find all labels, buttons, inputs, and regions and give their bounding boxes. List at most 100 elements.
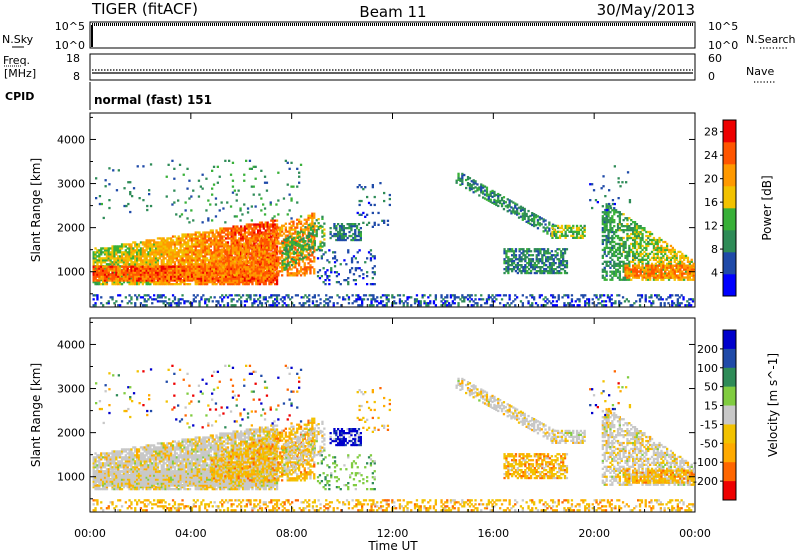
power-cell	[347, 281, 350, 284]
power-cell	[236, 277, 239, 280]
power-cell	[254, 262, 257, 265]
power-cell	[282, 242, 286, 245]
power-cell	[333, 261, 337, 264]
power-cell	[270, 277, 273, 280]
power-cell	[175, 237, 178, 240]
power-cell	[188, 263, 192, 266]
power-cell	[96, 267, 99, 270]
power-cell	[252, 238, 255, 241]
power-cell	[533, 250, 536, 253]
power-cell	[333, 257, 337, 260]
power-cell	[213, 251, 216, 254]
power-cell	[350, 227, 353, 230]
power-cell	[613, 211, 616, 214]
power-cell	[306, 248, 309, 251]
power-cell	[603, 266, 606, 269]
power-cell	[319, 226, 322, 230]
power-cell	[92, 265, 95, 268]
power-cell	[137, 249, 141, 252]
power-cell	[151, 247, 154, 250]
freq-frame	[89, 53, 696, 81]
power-cell	[615, 254, 618, 258]
power-cell	[603, 227, 606, 230]
power-cell	[126, 261, 129, 264]
power-cell	[557, 224, 560, 228]
power-cell	[241, 262, 244, 265]
power-cell	[309, 224, 312, 227]
power-cell	[309, 234, 312, 237]
power-cell	[302, 247, 305, 250]
power-cell	[309, 214, 312, 217]
power-cell	[215, 229, 218, 232]
power-cell	[574, 230, 577, 233]
power-cell	[507, 258, 510, 261]
power-cell	[162, 273, 165, 276]
power-cell	[143, 277, 146, 280]
power-cell	[265, 189, 269, 192]
power-cell	[281, 270, 284, 273]
power-cell	[226, 262, 229, 265]
power-cell	[185, 233, 188, 236]
power-cell	[96, 259, 99, 262]
power-cell	[533, 224, 536, 228]
power-cell	[555, 234, 558, 237]
power-cell	[160, 237, 163, 240]
power-cell	[352, 236, 355, 240]
power-cell	[98, 251, 101, 254]
power-cell	[560, 232, 564, 235]
power-cell	[279, 256, 282, 259]
power-cell	[572, 232, 575, 235]
power-cell	[232, 229, 235, 232]
power-cell	[536, 221, 540, 224]
power-cell	[470, 184, 473, 187]
power-cell	[507, 264, 510, 267]
power-cell	[132, 249, 135, 252]
power-cell	[369, 253, 373, 256]
power-cell	[618, 242, 621, 246]
power-cell	[119, 277, 122, 280]
power-cell	[558, 262, 561, 265]
power-cell	[506, 210, 509, 213]
power-cell	[472, 191, 475, 194]
power-cell	[215, 243, 218, 246]
power-cell	[149, 271, 152, 274]
power-cell	[340, 232, 344, 236]
power-cell	[226, 279, 230, 282]
power-cell	[294, 256, 297, 259]
power-cell	[130, 263, 133, 266]
power-cell	[107, 255, 110, 258]
power-cell	[511, 268, 514, 271]
power-cell	[548, 264, 552, 267]
power-cell	[269, 232, 272, 235]
power-cell	[371, 211, 374, 215]
power-cell	[611, 272, 614, 275]
power-cell	[239, 209, 242, 212]
power-cell	[553, 224, 556, 228]
power-cell	[229, 274, 233, 277]
power-cell	[521, 216, 524, 219]
power-cell	[238, 283, 241, 286]
power-cell	[543, 254, 546, 257]
power-cell	[461, 178, 464, 182]
power-cell	[491, 191, 494, 194]
power-cell	[130, 255, 133, 258]
power-cell	[181, 253, 184, 256]
power-cell	[529, 266, 533, 269]
power-cell	[258, 272, 261, 275]
power-cell	[224, 227, 228, 230]
power-cell	[211, 283, 214, 286]
power-cell	[201, 173, 204, 176]
power-cell	[168, 281, 171, 284]
power-cell	[342, 236, 345, 240]
power-cell	[251, 275, 254, 278]
power-cell	[556, 254, 559, 257]
power-cell	[313, 238, 316, 241]
power-cell	[288, 222, 291, 225]
power-cell	[531, 214, 534, 217]
power-cell	[512, 201, 515, 204]
power-cell	[253, 223, 256, 226]
power-cell	[137, 275, 141, 278]
power-cell	[495, 193, 498, 197]
power-cell	[605, 274, 608, 277]
power-cell	[211, 254, 214, 257]
